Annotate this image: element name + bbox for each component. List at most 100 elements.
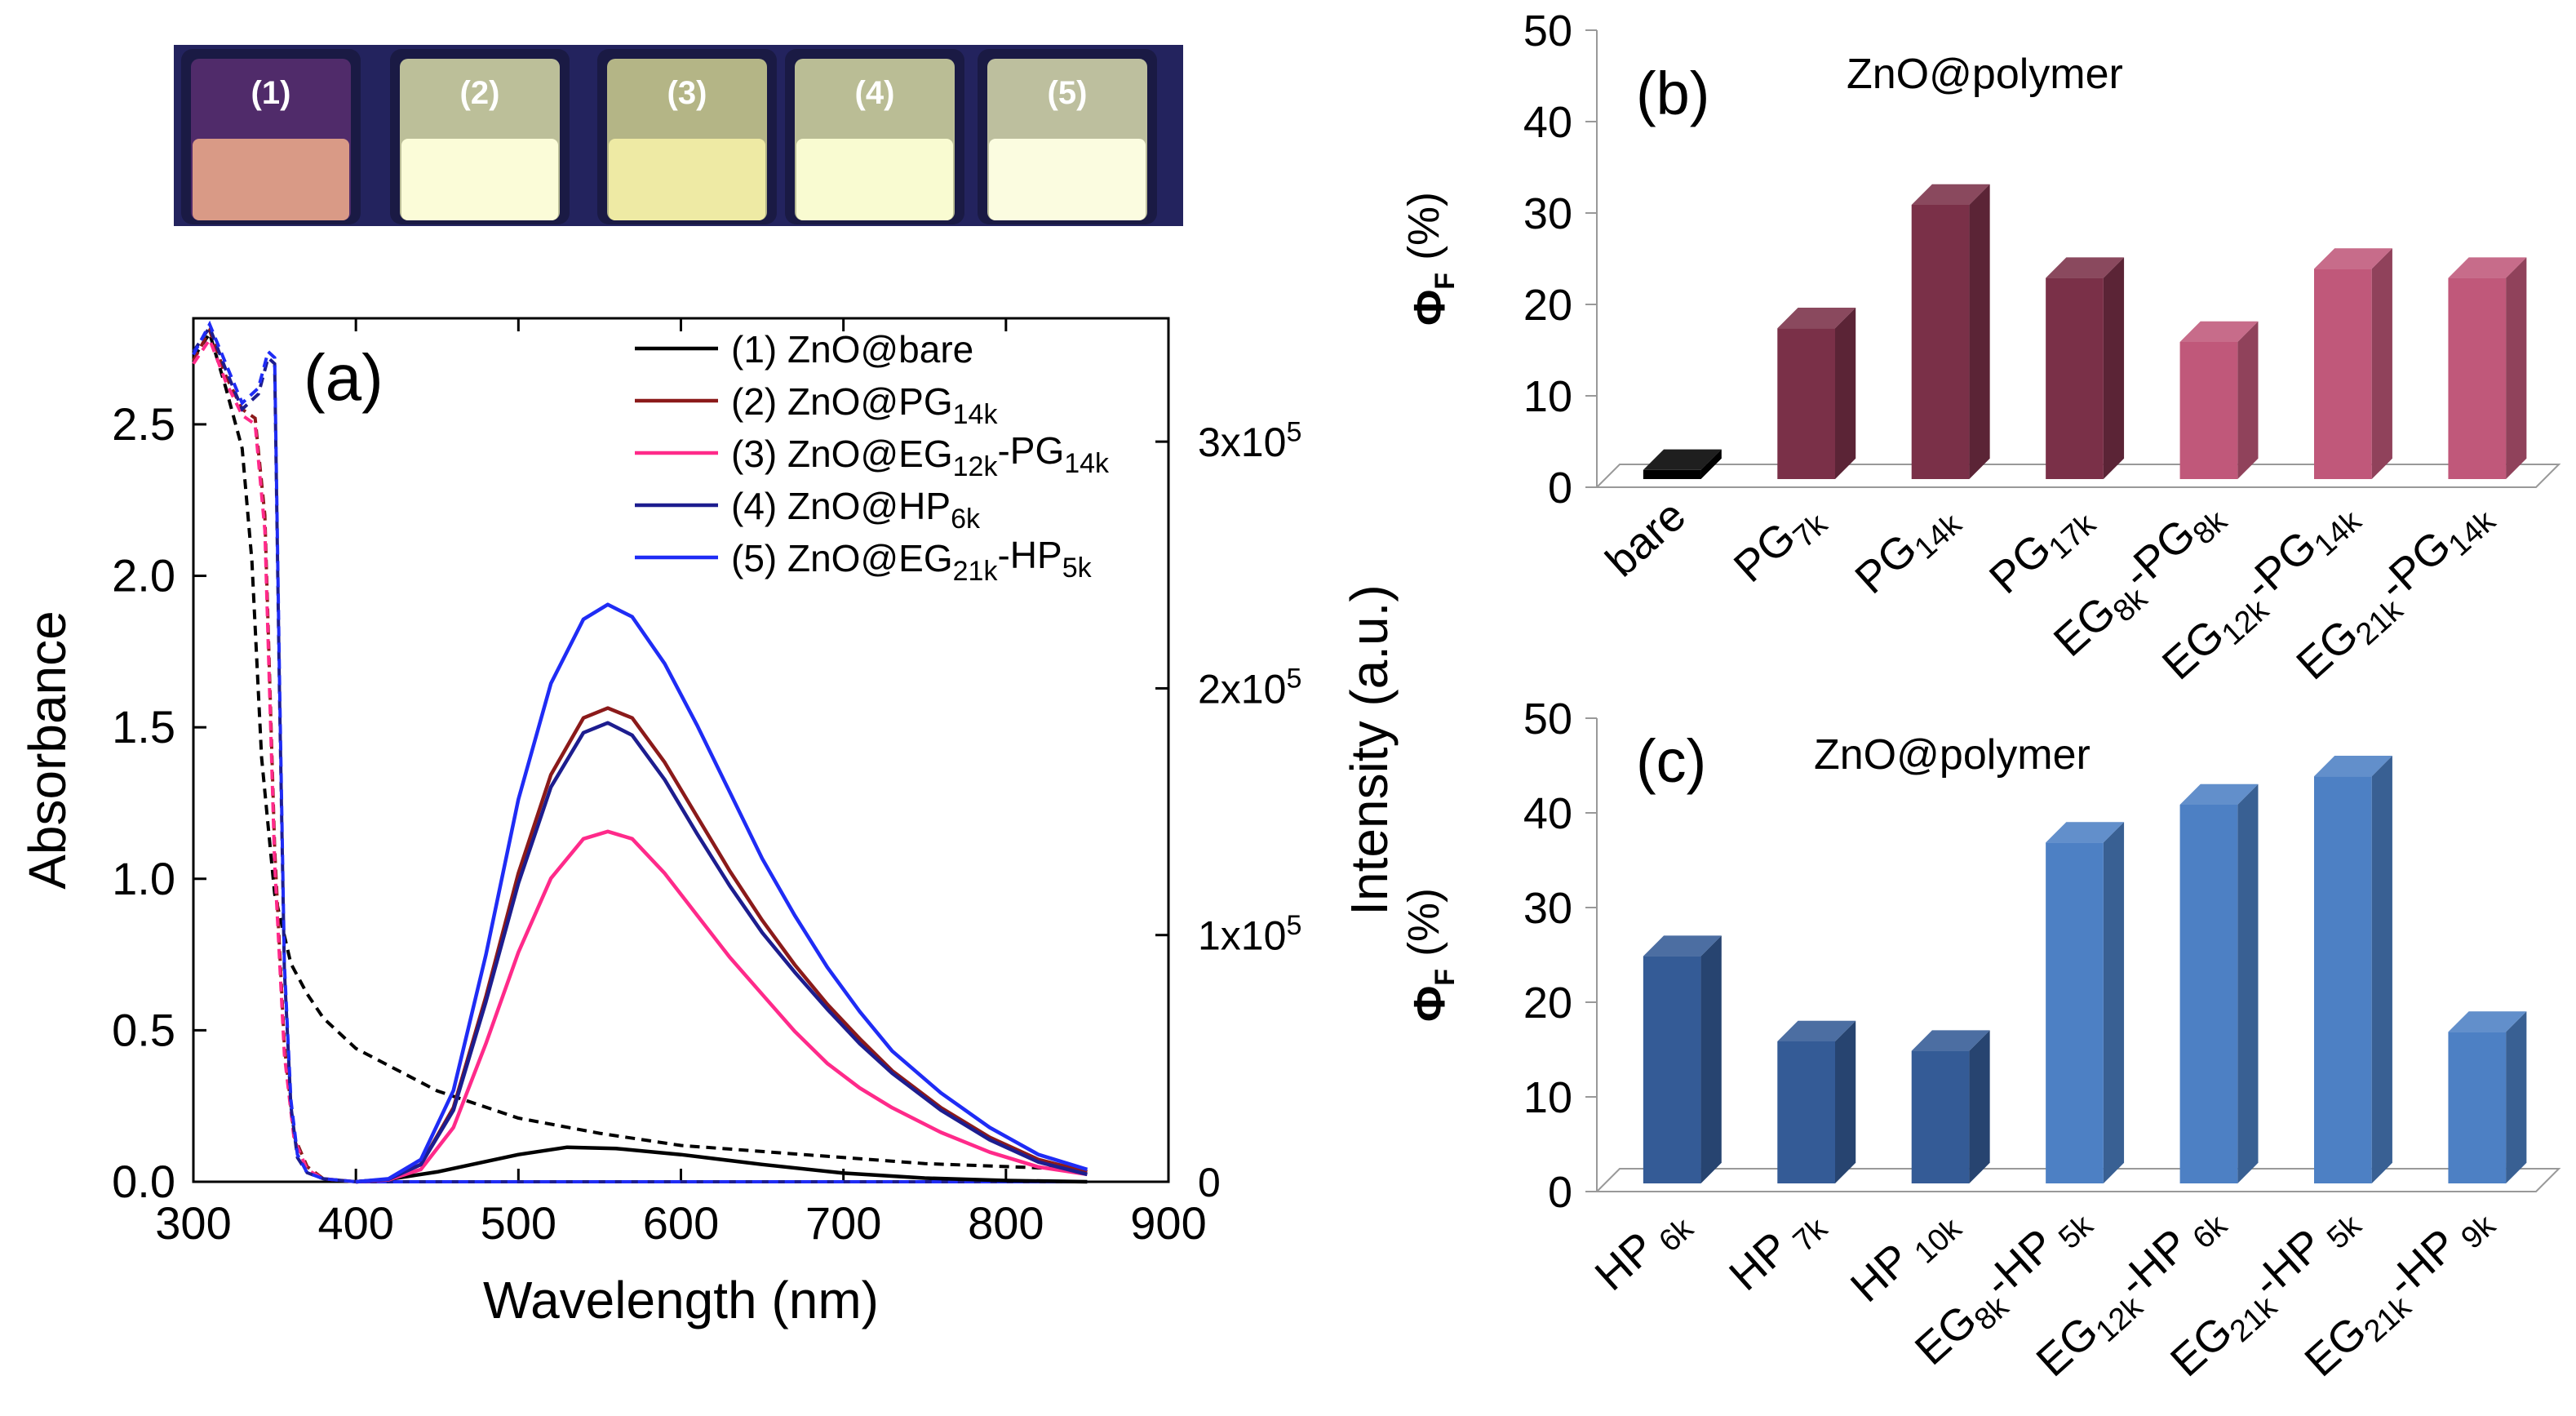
y-tick-label: 0 <box>1548 1168 1572 1217</box>
bar-top-shade <box>1911 184 1990 205</box>
vial-liquid <box>989 139 1146 220</box>
x-tick-label: 800 <box>968 1197 1044 1249</box>
y-tick-label: 20 <box>1523 281 1572 330</box>
bar-side-shade <box>2237 783 2259 1183</box>
label-part: (1) ZnO@bare <box>731 328 973 371</box>
y-tick-label: 0 <box>1548 464 1572 513</box>
bar-side <box>1834 308 1856 479</box>
bar-top-shade <box>2046 257 2125 278</box>
legend-label: (2) ZnO@PG14k <box>731 380 998 430</box>
vial-label: (2) <box>460 75 500 111</box>
vial-liquid <box>193 139 349 220</box>
y-tick-label: 1.0 <box>112 853 175 904</box>
vial-4: (4) <box>785 49 964 224</box>
bar-top-shade <box>2448 1011 2527 1032</box>
panel-label-a: (a) <box>304 341 384 414</box>
bar <box>1643 935 1722 1183</box>
bar <box>2448 1011 2527 1183</box>
x-tick-label: 700 <box>805 1197 881 1249</box>
bar-front <box>2314 776 2372 1183</box>
vial-photo: (1) (2) (3) (4) (5) <box>174 45 1183 226</box>
y-title-subscript: F <box>1430 273 1461 290</box>
bar <box>2314 756 2392 1183</box>
bar-top-shade <box>1777 308 1856 329</box>
label-part: -HP <box>997 534 1062 576</box>
y-tick-label: 40 <box>1523 789 1572 838</box>
absorbance-line-s5 <box>192 320 1088 1183</box>
vial-label: (4) <box>855 75 895 111</box>
bar-side-shade <box>2237 321 2259 479</box>
bar-side <box>2506 257 2527 479</box>
label-subscript: 12k <box>953 451 999 482</box>
y2-tick-base: 2x10 <box>1198 666 1286 712</box>
bar-top <box>1777 1020 1856 1041</box>
bar-top-shade <box>1643 449 1722 470</box>
label-part: (5) ZnO@EG <box>731 537 953 579</box>
bar-top <box>1911 184 1990 205</box>
y-title-unit: (%) <box>1399 888 1448 969</box>
bar-front <box>1777 1041 1835 1183</box>
chart-title: ZnO@polymer <box>1847 51 2123 98</box>
bar-side-shade <box>1834 308 1856 479</box>
y2-tick-base: 0 <box>1198 1160 1221 1205</box>
x-category-label: HP 7k <box>1720 1195 1834 1306</box>
bar-side-shade <box>2506 257 2527 479</box>
bar-top <box>1643 449 1722 470</box>
absorbance-line-s1 <box>192 329 1088 1172</box>
vial-1: (1) <box>181 49 361 224</box>
bar <box>2314 248 2392 479</box>
bar-front <box>2179 805 2238 1183</box>
bar-front <box>2448 277 2507 479</box>
y-tick-label: 10 <box>1523 372 1572 421</box>
bar-side-shade <box>2103 822 2125 1183</box>
y-title-unit: (%) <box>1399 192 1448 273</box>
panel-label: (c) <box>1636 727 1706 795</box>
y-tick-label: 30 <box>1523 189 1572 238</box>
bar-top <box>2179 321 2259 342</box>
bar-top-shade <box>1777 1020 1856 1041</box>
y2-tick-label: 3x105 <box>1198 416 1301 465</box>
y-title-symbol: Φ <box>1405 290 1454 326</box>
bar-top <box>2046 257 2125 278</box>
emission-line-s1 <box>356 1145 1088 1184</box>
bar <box>1911 184 1990 480</box>
bar-front <box>2179 342 2238 479</box>
x-category-label: PG14k <box>1846 490 1969 609</box>
bar-top <box>2448 257 2527 278</box>
bar-top-shade <box>2179 783 2259 805</box>
y2-tick-exponent: 5 <box>1286 664 1301 695</box>
legend: (1) ZnO@bare(2) ZnO@PG14k(3) ZnO@EG12k-P… <box>635 328 1110 587</box>
x-category-label: EG21k-PG14k <box>2285 487 2506 695</box>
bar-side <box>1700 935 1722 1183</box>
y-axis-title: ΦF (%) <box>1399 192 1461 326</box>
bar-top-shade <box>2046 822 2125 843</box>
x-tick-label: 900 <box>1130 1197 1206 1249</box>
label-subscript: 14k <box>1064 448 1110 479</box>
vial-liquid <box>796 139 953 220</box>
bar <box>2046 257 2125 479</box>
bar-top <box>2179 783 2259 805</box>
bar-top-shade <box>2314 248 2392 269</box>
y-title-subscript: F <box>1430 969 1461 986</box>
vial-2: (2) <box>390 49 570 224</box>
bar-front <box>1911 205 1970 479</box>
label-part: -PG <box>997 429 1064 472</box>
y-tick-label: 0.5 <box>112 1004 175 1055</box>
y2-axis-title: Intensity (a.u.) <box>1340 584 1399 916</box>
x-tick-label: 300 <box>155 1197 231 1249</box>
x-category-label: HP 6k <box>1586 1195 1700 1306</box>
x-tick-label: 400 <box>317 1197 393 1249</box>
label-part: (2) ZnO@PG <box>731 380 953 423</box>
label-part: (4) ZnO@HP <box>731 485 951 527</box>
bar-side-shade <box>1969 184 1990 480</box>
y-tick-label: 2.5 <box>112 398 175 450</box>
bar-top <box>1643 935 1722 957</box>
bar <box>1777 1020 1856 1183</box>
label-part: (3) ZnO@EG <box>731 433 953 475</box>
bar-top <box>1911 1030 1990 1051</box>
y2-tick-base: 1x10 <box>1198 913 1286 959</box>
